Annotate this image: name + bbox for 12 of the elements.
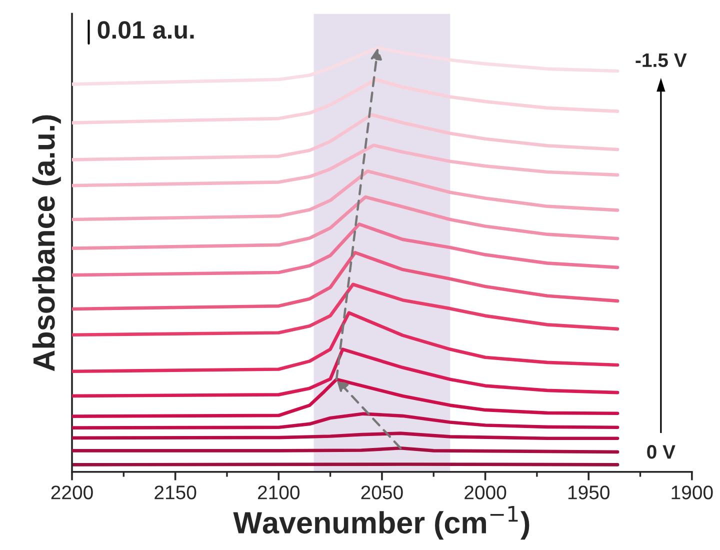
- x-tick-label: 2050: [361, 486, 403, 500]
- x-tick-label: 2000: [464, 486, 506, 500]
- x-tick-label: 2200: [51, 486, 93, 500]
- annotation: 0 V: [647, 445, 676, 459]
- text: 0.01 a.u.: [98, 21, 194, 39]
- annotation: -1.5 V: [636, 54, 687, 68]
- x-tick-label: 2150: [154, 486, 196, 500]
- x-tick-label: 2100: [258, 486, 300, 500]
- y-axis-title: Absorbance (a.u.): [32, 115, 61, 372]
- x-tick-label: 1950: [568, 486, 610, 500]
- x-tick-label: 1900: [672, 486, 713, 500]
- x-axis-title: Wavenumber (cm$^{−1}$): [233, 506, 530, 540]
